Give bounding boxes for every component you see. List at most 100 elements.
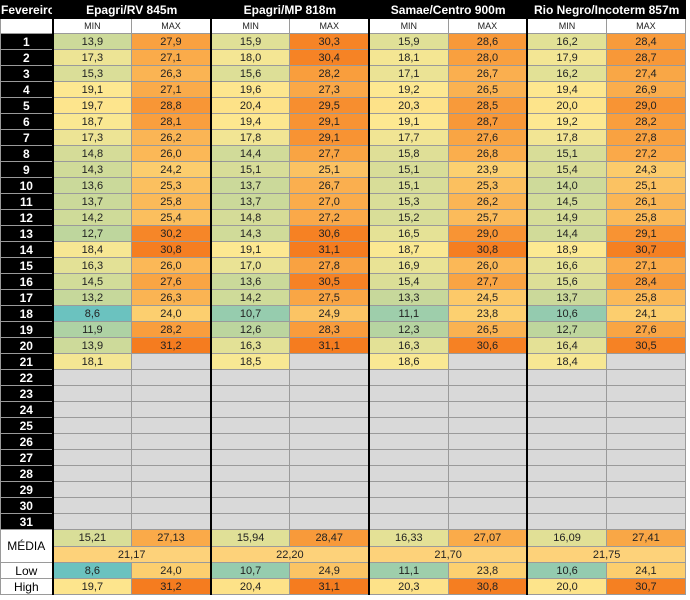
temperature-cell: 25,3: [447, 177, 528, 194]
day-label: 21: [0, 353, 54, 370]
table-row: 26: [0, 433, 687, 450]
temperature-cell: 20,4: [209, 97, 291, 114]
empty-cell: [289, 417, 370, 434]
high-label: High: [0, 578, 54, 595]
high-cell: 31,1: [289, 578, 370, 595]
table-row: 8 14,8 26,0 14,4 27,7 15,8 26,8 15,1 27,2: [0, 145, 687, 162]
temperature-cell: 25,8: [131, 193, 212, 210]
temperature-cell: 12,6: [209, 321, 291, 338]
day-label: 24: [0, 401, 54, 418]
temperature-cell: 26,5: [447, 81, 528, 98]
temperature-cell: 28,7: [605, 49, 687, 66]
temperature-cell: 30,6: [447, 337, 528, 354]
empty-cell: [526, 369, 607, 386]
column-header: MAX: [289, 18, 370, 34]
temperature-cell: 11,9: [51, 321, 133, 338]
temperature-cell: 25,1: [605, 177, 687, 194]
empty-cell: [605, 353, 687, 370]
day-label: 5: [0, 97, 54, 114]
average-cell: 21,70: [368, 546, 528, 563]
day-label: 25: [0, 417, 54, 434]
temperature-cell: 19,1: [209, 241, 291, 258]
low-cell: 23,8: [447, 562, 528, 579]
temperature-cell: 28,2: [289, 65, 370, 82]
temperature-cell: 18,6: [368, 353, 449, 370]
empty-cell: [605, 449, 687, 466]
temperature-cell: 30,5: [605, 337, 687, 354]
temperature-cell: 19,2: [368, 81, 449, 98]
empty-cell: [289, 353, 370, 370]
day-label: 27: [0, 449, 54, 466]
temperature-cell: 30,8: [131, 241, 212, 258]
temperature-cell: 25,8: [605, 209, 687, 226]
empty-cell: [289, 433, 370, 450]
day-label: 13: [0, 225, 54, 242]
temperature-cell: 27,9: [131, 33, 212, 50]
temperature-cell: 12,7: [51, 225, 133, 242]
empty-cell: [289, 513, 370, 530]
temperature-cell: 13,6: [51, 177, 133, 194]
empty-cell: [51, 385, 133, 402]
temperature-cell: 16,3: [368, 337, 449, 354]
table-row: 23: [0, 385, 687, 402]
temperature-cell: 26,3: [131, 289, 212, 306]
temperature-cell: 14,3: [209, 225, 291, 242]
table-row: 2 17,3 27,1 18,0 30,4 18,1 28,0 17,9 28,7: [0, 49, 687, 66]
temperature-cell: 15,4: [526, 161, 607, 178]
table-row: 21,17 22,20 21,70 21,75: [1, 546, 687, 563]
empty-cell: [209, 449, 291, 466]
empty-cell: [209, 513, 291, 530]
table-row: 1 13,9 27,9 15,9 30,3 15,9 28,6 16,2 28,4: [0, 33, 687, 50]
temperature-cell: 19,4: [526, 81, 607, 98]
column-header: MIN: [368, 18, 449, 34]
temperature-cell: 25,1: [289, 161, 370, 178]
temperature-cell: 26,0: [447, 257, 528, 274]
temperature-cell: 15,9: [368, 33, 449, 50]
empty-cell: [51, 513, 133, 530]
temperature-cell: 14,4: [526, 225, 607, 242]
low-cell: 10,6: [526, 562, 607, 579]
temperature-cell: 28,4: [605, 273, 687, 290]
temperature-cell: 10,6: [526, 305, 607, 322]
temperature-cell: 16,2: [526, 33, 607, 50]
high-cell: 30,7: [605, 578, 687, 595]
empty-cell: [526, 513, 607, 530]
empty-cell: [131, 481, 212, 498]
temperature-cell: 26,7: [447, 65, 528, 82]
table-row: MIN MAX MIN MAX MIN MAX MIN MAX: [0, 18, 687, 34]
temperature-cell: 19,1: [368, 113, 449, 130]
temperature-cell: 18,4: [51, 241, 133, 258]
empty-cell: [289, 465, 370, 482]
temperature-cell: 19,2: [526, 113, 607, 130]
temperature-cell: 27,6: [447, 129, 528, 146]
temperature-cell: 17,3: [51, 129, 133, 146]
low-label: Low: [0, 562, 54, 579]
empty-cell: [131, 353, 212, 370]
temperature-cell: 17,1: [368, 65, 449, 82]
temperature-cell: 27,1: [131, 81, 212, 98]
temperature-cell: 18,0: [209, 49, 291, 66]
temperature-cell: 24,1: [605, 305, 687, 322]
day-label: 12: [0, 209, 54, 226]
temperature-cell: 26,0: [131, 145, 212, 162]
empty-cell: [605, 433, 687, 450]
table-row: 24: [0, 401, 687, 418]
temperature-cell: 17,7: [368, 129, 449, 146]
temperature-cell: 14,0: [526, 177, 607, 194]
empty-cell: [368, 433, 449, 450]
temperature-cell: 31,2: [131, 337, 212, 354]
table-row: 25: [0, 417, 687, 434]
table-row: 30: [0, 497, 687, 514]
temperature-cell: 29,1: [605, 225, 687, 242]
empty-cell: [605, 481, 687, 498]
temperature-cell: 26,9: [605, 81, 687, 98]
empty-cell: [51, 449, 133, 466]
empty-cell: [289, 401, 370, 418]
low-cell: 24,1: [605, 562, 687, 579]
mean-cell: 27,07: [447, 529, 528, 547]
empty-cell: [209, 417, 291, 434]
temperature-cell: 20,3: [368, 97, 449, 114]
empty-cell: [131, 417, 212, 434]
temperature-cell: 13,9: [51, 33, 133, 50]
